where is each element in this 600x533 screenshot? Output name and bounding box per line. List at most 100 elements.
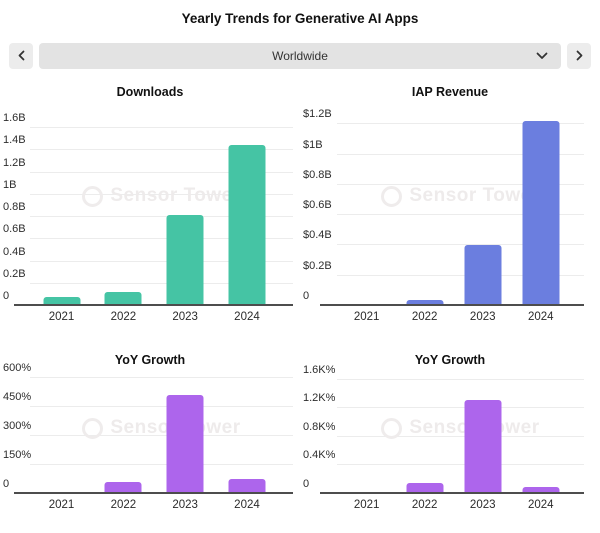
x-axis-labels: 2021 2022 2023 2024 (0, 494, 300, 514)
bar-iap-revenue-2023[interactable] (464, 245, 502, 306)
plot-inner: Sensor Tower (30, 374, 293, 494)
watermark-logo-icon (381, 185, 403, 207)
bar-iap-revenue-2022[interactable] (406, 299, 444, 306)
region-dropdown-value: Worldwide (272, 49, 328, 63)
x-tick-label-2021: 2021 (48, 499, 75, 511)
plot-inner: Sensor Tower (30, 106, 293, 306)
page-title: Yearly Trends for Generative AI Apps (181, 11, 419, 26)
x-axis-line (14, 492, 293, 494)
top-charts-row: Downloads Sensor Tower 0 0.2B 0.4B 0.6B 0.8B 1… (0, 85, 600, 326)
gridline (30, 149, 293, 151)
x-tick-label-2021: 2021 (353, 499, 380, 511)
x-axis-line (320, 492, 584, 494)
y-tick-label: $0.8B (303, 168, 332, 181)
x-tick-label-2021: 2021 (353, 311, 380, 323)
x-tick-label-2023: 2023 (172, 499, 198, 511)
plot-inner: Sensor Tower (337, 374, 584, 494)
gridline (30, 282, 293, 284)
bar-downloads-2024[interactable] (228, 144, 266, 306)
y-tick-label: 300% (3, 419, 32, 432)
y-tick-label: $0.6B (303, 199, 332, 212)
gridline (337, 464, 584, 466)
y-tick-label: 0 (3, 478, 10, 490)
y-tick-label: 0 (303, 478, 310, 490)
y-tick-label: 1.2K% (303, 392, 336, 405)
gridline (337, 244, 584, 246)
y-tick-label: 0 (3, 290, 10, 302)
bar-yoy-growth-downloads-2024[interactable] (228, 478, 266, 494)
plot-area-iap-revenue: Sensor Tower 0 $0.2B $0.4B $0.6B $0.8B $1B $1.2… (300, 106, 600, 306)
gridline (337, 214, 584, 216)
gridline (30, 216, 293, 218)
previous-region-button[interactable] (9, 43, 33, 69)
x-tick-label-2024: 2024 (234, 311, 260, 323)
gridline (30, 193, 293, 195)
y-tick-label: 600% (3, 361, 32, 374)
x-tick-label-2022: 2022 (411, 311, 438, 323)
y-tick-label: 0.4K% (303, 449, 336, 462)
gridline (30, 463, 293, 465)
gridline (30, 376, 293, 378)
gridline (30, 434, 293, 436)
watermark-text: Sensor Tower (110, 185, 241, 206)
y-tick-label: 1.2B (3, 156, 26, 169)
bar-yoy-growth-revenue-2024[interactable] (522, 486, 560, 494)
y-tick-label: 1B (3, 178, 17, 191)
gridline (337, 435, 584, 437)
x-tick-label-2022: 2022 (110, 499, 137, 511)
gridline (30, 405, 293, 407)
next-region-button[interactable] (567, 43, 591, 69)
x-axis-line (14, 304, 293, 306)
y-tick-label: $0.2B (303, 259, 332, 272)
bar-yoy-growth-revenue-2023[interactable] (464, 400, 502, 494)
chart-yoy-growth-revenue: YoY Growth Sensor Tower 0 0.4K% 0.8K% 1.2K% 1… (300, 353, 600, 514)
gridline (30, 260, 293, 262)
bar-downloads-2022[interactable] (104, 291, 142, 306)
bar-yoy-growth-downloads-2022[interactable] (104, 482, 142, 494)
chart-title: Downloads (116, 85, 184, 99)
y-tick-label: $0.4B (303, 229, 332, 242)
gridline (30, 127, 293, 129)
chevron-left-icon (17, 49, 26, 64)
chart-yoy-growth-downloads: YoY Growth Sensor Tower 0 150% 300% 450% 600%… (0, 353, 300, 514)
bottom-charts-row: YoY Growth Sensor Tower 0 150% 300% 450% 600%… (0, 353, 600, 514)
watermark-logo-icon (82, 185, 104, 207)
gridline (337, 407, 584, 409)
x-axis-labels: 2021 2022 2023 2024 (300, 306, 600, 326)
y-tick-label: $1.2B (303, 108, 332, 121)
x-tick-label-2024: 2024 (527, 499, 554, 511)
gridline (30, 171, 293, 173)
y-tick-label: 0.8K% (303, 420, 336, 433)
x-tick-label-2022: 2022 (411, 499, 438, 511)
x-axis-line (320, 304, 584, 306)
region-dropdown[interactable]: Worldwide (39, 43, 561, 69)
y-tick-label: 0.8B (3, 201, 26, 214)
gridline (337, 378, 584, 380)
bar-yoy-growth-downloads-2023[interactable] (166, 395, 204, 494)
region-selector: Worldwide (9, 43, 591, 69)
plot-area-yoy-growth-downloads: Sensor Tower 0 150% 300% 450% 600% (0, 362, 300, 494)
y-tick-label: 0.2B (3, 267, 26, 280)
plot-area-yoy-growth-revenue: Sensor Tower 0 0.4K% 0.8K% 1.2K% 1.6K% (300, 364, 600, 494)
bar-downloads-2021[interactable] (43, 297, 81, 306)
x-tick-label-2024: 2024 (234, 499, 260, 511)
y-tick-label: 1.4B (3, 134, 26, 147)
x-tick-label-2023: 2023 (469, 311, 496, 323)
bar-yoy-growth-revenue-2022[interactable] (406, 483, 444, 494)
gridline (337, 153, 584, 155)
bar-iap-revenue-2024[interactable] (522, 121, 560, 306)
gridline (30, 238, 293, 240)
chart-iap-revenue: IAP Revenue Sensor Tower 0 $0.2B $0.4B $0.6B… (300, 85, 600, 326)
bar-downloads-2023[interactable] (166, 214, 204, 306)
x-axis-labels: 2021 2022 2023 2024 (0, 306, 300, 326)
gridline (337, 123, 584, 125)
x-tick-label-2024: 2024 (527, 311, 554, 323)
x-axis-labels: 2021 2022 2023 2024 (300, 494, 600, 514)
y-tick-label: 1.6B (3, 112, 26, 125)
y-tick-label: 0 (303, 290, 310, 302)
watermark-text: Sensor Tower (409, 185, 540, 206)
chart-downloads: Downloads Sensor Tower 0 0.2B 0.4B 0.6B 0.8B 1… (0, 85, 300, 326)
y-tick-label: 0.6B (3, 223, 26, 236)
y-tick-label: 0.4B (3, 245, 26, 258)
plot-area-downloads: Sensor Tower 0 0.2B 0.4B 0.6B 0.8B 1B 1.2B 1.4B 1… (0, 106, 300, 306)
